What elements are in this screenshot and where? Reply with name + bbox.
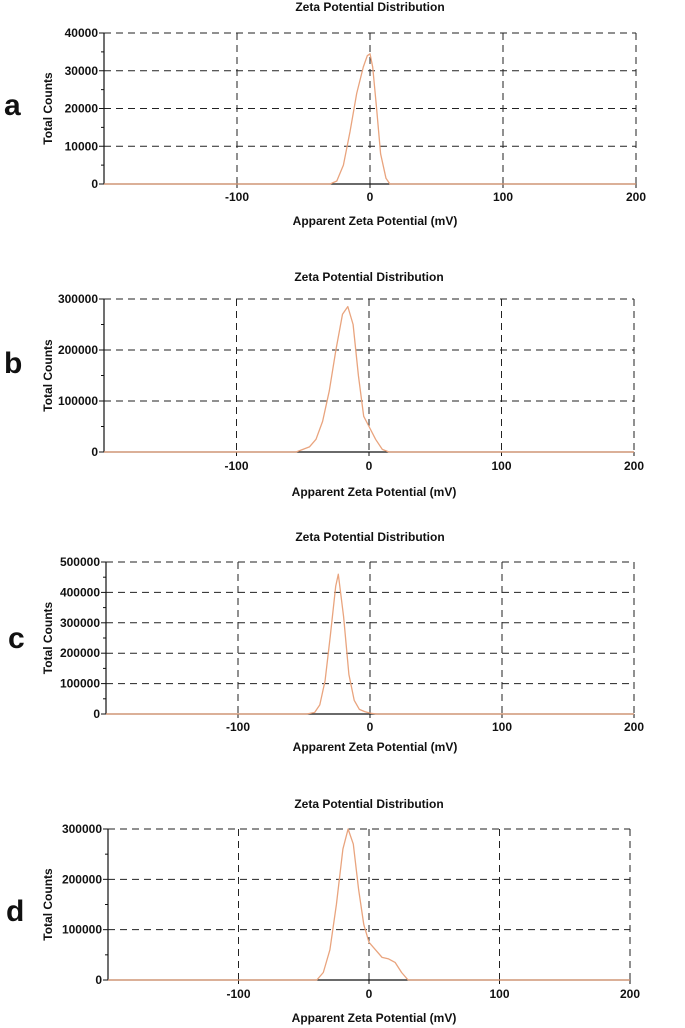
panel-letter: d: [6, 895, 24, 928]
y-tick-label: 30000: [65, 64, 99, 78]
chart-panel-c: c Zeta Potential Distribution 0 100000 20000…: [8, 530, 644, 754]
y-tick-label: 300000: [58, 292, 98, 306]
y-tick-label: 300000: [60, 616, 100, 630]
y-tick-label: 10000: [65, 139, 99, 153]
x-tick-label: 0: [366, 459, 373, 473]
y-tick-label: 0: [91, 177, 98, 191]
y-tick-label: 0: [95, 973, 102, 987]
chart-title: Zeta Potential Distribution: [295, 0, 444, 14]
x-tick-label: 200: [626, 190, 646, 204]
y-axis-label: Total Counts: [41, 72, 55, 145]
x-tick-label: 200: [620, 987, 640, 1001]
y-tick-label: 400000: [60, 585, 100, 599]
y-axis-label: Total Counts: [41, 868, 55, 941]
chart-title: Zeta Potential Distribution: [294, 270, 443, 284]
x-tick-label: 0: [367, 720, 374, 734]
panel-letter: b: [4, 347, 22, 380]
x-tick-label: -100: [225, 190, 249, 204]
x-tick-label: 200: [624, 720, 644, 734]
series-line: [108, 828, 630, 981]
x-tick-label: 200: [624, 459, 644, 473]
y-tick-label: 500000: [60, 555, 100, 569]
panel-letter: a: [4, 89, 21, 122]
y-tick-label: 300000: [62, 822, 102, 836]
x-tick-label: 100: [492, 720, 512, 734]
y-tick-label: 20000: [65, 102, 99, 116]
panel-letter: c: [8, 622, 25, 655]
y-axis-label: Total Counts: [41, 339, 55, 412]
series-line: [104, 53, 636, 185]
y-tick-label: 100000: [58, 394, 98, 408]
y-tick-label: 40000: [65, 26, 99, 40]
chart-panel-d: d Zeta Potential Distribution 0 100000 20000…: [6, 797, 640, 1025]
y-tick-label: 200000: [60, 646, 100, 660]
x-tick-label: -100: [226, 720, 250, 734]
x-tick-label: 0: [366, 987, 373, 1001]
x-tick-label: 0: [367, 190, 374, 204]
y-tick-label: 100000: [62, 923, 102, 937]
y-axis-label: Total Counts: [41, 601, 55, 674]
chart-title: Zeta Potential Distribution: [295, 530, 444, 544]
x-tick-label: 100: [493, 190, 513, 204]
y-tick-label: 0: [93, 707, 100, 721]
series-line: [106, 573, 634, 715]
x-tick-label: 100: [491, 459, 511, 473]
chart-title: Zeta Potential Distribution: [294, 797, 443, 811]
x-axis-label: Apparent Zeta Potential (mV): [292, 1011, 457, 1025]
y-tick-label: 200000: [62, 872, 102, 886]
y-tick-label: 200000: [58, 343, 98, 357]
y-tick-label: 0: [91, 445, 98, 459]
chart-panel-a: a Zeta Potential Distribution 0 10000 20000 3…: [4, 0, 646, 228]
x-tick-label: -100: [226, 987, 250, 1001]
x-axis-label: Apparent Zeta Potential (mV): [292, 485, 457, 499]
x-axis-label: Apparent Zeta Potential (mV): [293, 214, 458, 228]
y-tick-label: 100000: [60, 677, 100, 691]
chart-panel-b: b Zeta Potential Distribution 0 100000 20000…: [4, 270, 644, 499]
x-tick-label: 100: [489, 987, 509, 1001]
x-tick-label: -100: [224, 459, 248, 473]
series-line: [104, 305, 634, 453]
x-axis-label: Apparent Zeta Potential (mV): [293, 740, 458, 754]
